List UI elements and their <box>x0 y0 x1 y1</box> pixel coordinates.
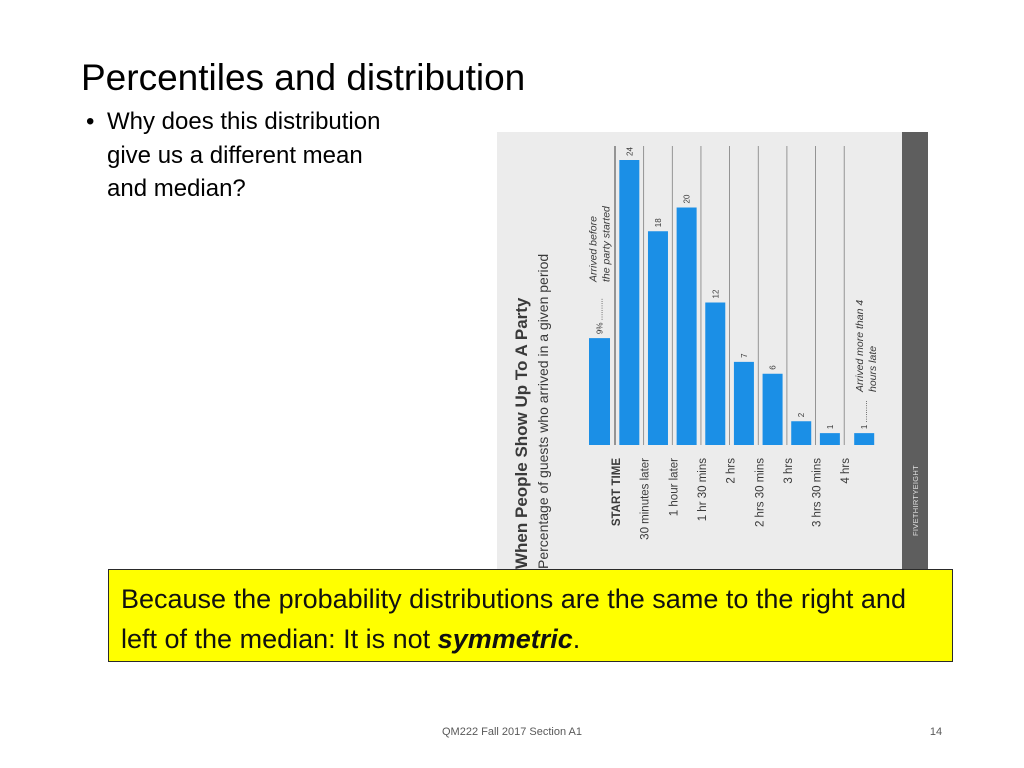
chart-value-labels: 9% .......... 24 18 20 12 7 6 2 1 1 .......... <box>596 147 870 430</box>
bar-after-4-hours <box>854 433 875 445</box>
chart-gridlines <box>614 146 845 445</box>
chart-tick-labels: START TIME 30 minutes later 1 hour later 1 … <box>611 458 852 540</box>
chart-bar <box>619 160 640 445</box>
source-label: FIVETHIRTYEIGHT <box>911 465 920 536</box>
chart-bar <box>762 373 783 445</box>
bar-value-label: 6 <box>769 365 778 370</box>
chart-annotation: Arrived before <box>588 216 600 283</box>
bullet-item: • Why does this distribution give us a d… <box>86 105 386 206</box>
x-tick-label: 1 hour later <box>668 458 680 516</box>
x-tick-label: 30 minutes later <box>640 458 652 540</box>
bar-value-label: 2 <box>797 412 806 417</box>
source-sidebar <box>902 132 928 569</box>
bar-value-label: 20 <box>683 194 692 203</box>
chart-bar <box>791 421 812 445</box>
chart-annotation: Arrived more than 4 <box>854 300 866 393</box>
x-tick-label: 4 hrs <box>840 458 852 484</box>
chart-bar <box>705 302 726 445</box>
chart-subtitle: Percentage of guests who arrived in a gi… <box>535 254 551 569</box>
bar-value-label: 9% .......... <box>596 298 605 334</box>
chart: 9% .......... 24 18 20 12 7 6 2 1 1 .......... ST… <box>497 132 928 569</box>
footer-text: QM222 Fall 2017 Section A1 <box>441 726 583 738</box>
x-tick-label: 2 hrs <box>726 458 738 484</box>
answer-end: . <box>572 624 581 654</box>
bar-value-label: 1 .......... <box>860 400 869 429</box>
bar-before-start <box>589 338 610 445</box>
bullet-dot: • <box>86 108 95 135</box>
chart-title: When People Show Up To A Party <box>512 297 531 569</box>
x-tick-label: 3 hrs 30 mins <box>812 458 824 527</box>
answer-box: Because the probability distributions ar… <box>108 569 953 662</box>
bullet-text: Why does this distribution give us a dif… <box>107 108 381 202</box>
x-tick-label: 1 hr 30 mins <box>697 458 709 522</box>
chart-bar <box>676 207 697 445</box>
chart-bar <box>647 231 668 445</box>
chart-annotation: the party started <box>601 205 613 282</box>
x-tick-label: 2 hrs 30 mins <box>754 458 766 527</box>
chart-bar <box>819 433 840 445</box>
chart-annotations: Arrived before the party started Arrived m… <box>588 205 880 393</box>
bar-value-label: 12 <box>711 289 720 298</box>
chart-bars <box>589 160 875 445</box>
chart-annotation: hours late <box>867 346 879 392</box>
chart-bar <box>733 361 754 445</box>
bar-value-label: 24 <box>625 147 634 156</box>
bullet-list: • Why does this distribution give us a d… <box>86 105 386 206</box>
bar-value-label: 7 <box>740 353 749 358</box>
answer-emphasis: symmetric <box>437 624 573 654</box>
bar-value-label: 1 <box>826 424 835 429</box>
bar-value-label: 18 <box>654 218 663 227</box>
chart-svg: 9% .......... 24 18 20 12 7 6 2 1 1 .......... ST… <box>497 132 928 569</box>
slide-number: 14 <box>929 726 943 738</box>
x-tick-label: START TIME <box>611 458 623 526</box>
answer-text: Because the probability distributions ar… <box>121 584 906 654</box>
slide-title: Percentiles and distribution <box>81 57 526 98</box>
x-tick-label: 3 hrs <box>783 458 795 484</box>
